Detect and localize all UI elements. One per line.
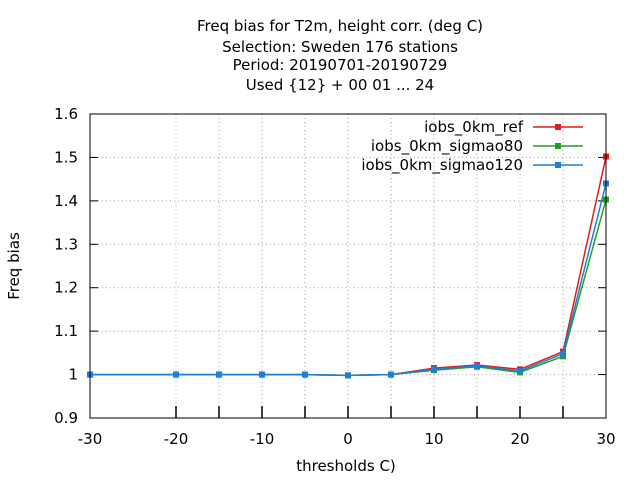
x-tick-label: 0 — [343, 430, 353, 448]
y-tick-label: 1.3 — [54, 235, 78, 253]
data-point-iobs_0km_sigmao120 — [345, 372, 351, 379]
data-point-iobs_0km_sigmao120 — [388, 371, 394, 378]
data-point-iobs_0km_sigmao120 — [302, 371, 308, 378]
chart-title: Freq bias for T2m, height corr. (deg C) … — [197, 17, 483, 94]
data-point-iobs_0km_sigmao120 — [474, 362, 480, 369]
y-tick-label: 1.4 — [54, 192, 78, 210]
series-line-iobs_0km_sigmao80 — [90, 199, 607, 377]
y-tick-label: 1.1 — [54, 322, 78, 340]
legend: iobs_0km_refiobs_0km_sigmao80iobs_0km_si… — [361, 118, 583, 175]
legend-marker — [555, 124, 561, 130]
y-tick-label: 1 — [68, 366, 78, 384]
y-tick-label: 1.6 — [54, 105, 78, 123]
y-tick-label: 1.2 — [54, 279, 78, 297]
x-tick-label: -20 — [164, 430, 189, 448]
x-tick-label: 10 — [424, 430, 443, 448]
title-line: Selection: Sweden 176 stations — [222, 38, 458, 56]
x-axis-label: thresholds C) — [296, 457, 396, 475]
title-line: Used {12} + 00 01 ... 24 — [246, 76, 434, 94]
legend-marker — [555, 162, 561, 168]
legend-label: iobs_0km_sigmao80 — [371, 137, 523, 156]
x-tick-label: -30 — [78, 430, 103, 448]
axis-ticks: 0.9 1 1.1 1.2 1.3 1.4 1.5 1.6 -30 -20 -10 0 10 20 30 — [54, 105, 615, 448]
legend-label: iobs_0km_ref — [424, 118, 524, 137]
data-point-iobs_0km_sigmao120 — [173, 371, 179, 378]
x-tick-label: 20 — [510, 430, 529, 448]
title-line: Period: 20190701-20190729 — [233, 56, 448, 74]
y-tick-label: 1.5 — [54, 148, 78, 166]
data-point-iobs_0km_sigmao120 — [517, 368, 523, 375]
title-line: Freq bias for T2m, height corr. (deg C) — [197, 17, 483, 35]
grid — [90, 114, 606, 418]
data-point-iobs_0km_sigmao120 — [216, 371, 222, 378]
plot-frame — [89, 113, 607, 419]
y-tick-label: 0.9 — [54, 409, 78, 427]
data-point-iobs_0km_sigmao120 — [560, 350, 566, 357]
series-line-iobs_0km_sigmao120 — [90, 183, 607, 377]
data-point-iobs_0km_sigmao120 — [431, 366, 437, 373]
legend-marker — [555, 143, 561, 149]
x-tick-label: -10 — [250, 430, 275, 448]
x-tick-label: 30 — [596, 430, 615, 448]
legend-label: iobs_0km_sigmao120 — [361, 156, 523, 175]
data-point-iobs_0km_sigmao120 — [259, 371, 265, 378]
y-axis-label: Freq bias — [5, 232, 23, 300]
